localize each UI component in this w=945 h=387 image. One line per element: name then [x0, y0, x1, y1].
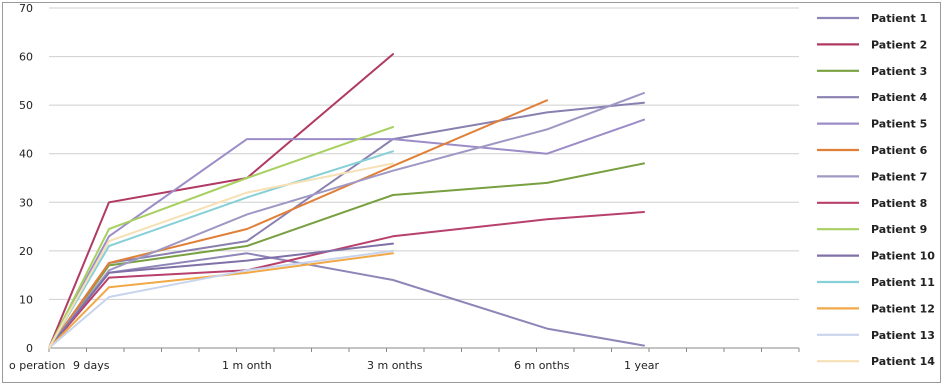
legend-label: Patient 9: [871, 223, 927, 236]
series-line-patient-3: [48, 162, 645, 349]
y-tick-label: 10: [19, 293, 33, 306]
series-line-patient-8: [48, 211, 645, 349]
series-line-patient-6: [48, 99, 548, 349]
series-line-patient-14: [48, 162, 394, 349]
legend-label: Patient 13: [871, 329, 935, 342]
x-tick-label: 3 m onths: [367, 359, 423, 372]
legend-label: Patient 4: [871, 91, 928, 104]
legend-label: Patient 12: [871, 302, 935, 315]
series-lines: [48, 53, 645, 349]
y-axis: 0 10 20 30 40 50 60 70: [19, 3, 33, 355]
series-line-patient-10: [48, 242, 394, 349]
legend-label: Patient 14: [871, 355, 935, 368]
series-line-patient-9: [48, 126, 394, 349]
x-tick-label: o peration: [9, 359, 65, 372]
legend-label: Patient 11: [871, 276, 935, 289]
x-axis: o peration 9 days 1 m onth 3 m onths 6 m ont…: [9, 347, 800, 372]
legend-label: Patient 6: [871, 144, 928, 157]
x-tick-label: 1 m onth: [222, 359, 272, 372]
y-tick-label: 0: [26, 342, 33, 355]
x-tick-label: 6 m onths: [514, 359, 570, 372]
y-tick-label: 60: [19, 51, 33, 64]
legend-label: Patient 2: [871, 38, 927, 51]
series-line-patient-7: [48, 92, 645, 349]
legend-label: Patient 1: [871, 12, 927, 25]
legend-label: Patient 5: [871, 118, 927, 131]
x-tick-label: 1 year: [624, 359, 660, 372]
line-chart: 0 10 20 30 40 50 60 70 o peration 9 days 1 m onth…: [9, 3, 935, 372]
legend-label: Patient 7: [871, 170, 927, 183]
legend-label: Patient 10: [871, 250, 935, 263]
legend-label: Patient 3: [871, 65, 927, 78]
y-tick-label: 30: [19, 196, 33, 209]
chart-frame: 0 10 20 30 40 50 60 70 o peration 9 days 1 m onth…: [2, 2, 941, 383]
y-tick-label: 40: [19, 148, 33, 161]
legend: Patient 1 Patient 2 Patient 3 Patient 4 Pati…: [817, 12, 935, 368]
series-line-patient-11: [48, 150, 394, 349]
x-tick-label: 9 days: [73, 359, 110, 372]
series-line-patient-2: [48, 53, 394, 349]
series-line-patient-12: [48, 252, 394, 349]
y-tick-label: 20: [19, 245, 33, 258]
y-tick-label: 70: [19, 3, 33, 15]
legend-label: Patient 8: [871, 197, 927, 210]
series-line-patient-1: [48, 252, 645, 349]
series-line-patient-5: [48, 118, 645, 349]
series-line-patient-13: [48, 249, 394, 349]
gridlines: [49, 7, 799, 300]
y-tick-label: 50: [19, 99, 33, 112]
